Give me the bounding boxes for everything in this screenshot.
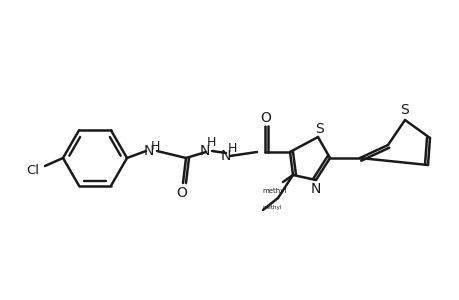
Text: H: H <box>227 142 236 154</box>
Text: O: O <box>260 111 271 125</box>
Text: S: S <box>400 103 409 117</box>
Text: O: O <box>176 186 187 200</box>
Text: N: N <box>144 144 154 158</box>
Text: H: H <box>206 136 215 149</box>
Text: methyl: methyl <box>262 206 281 211</box>
Text: N: N <box>199 144 210 158</box>
Text: N: N <box>220 149 231 163</box>
Text: S: S <box>315 122 324 136</box>
Text: N: N <box>310 182 320 196</box>
Text: H: H <box>150 140 159 154</box>
Text: methyl: methyl <box>262 188 286 194</box>
Text: Cl: Cl <box>27 164 39 176</box>
